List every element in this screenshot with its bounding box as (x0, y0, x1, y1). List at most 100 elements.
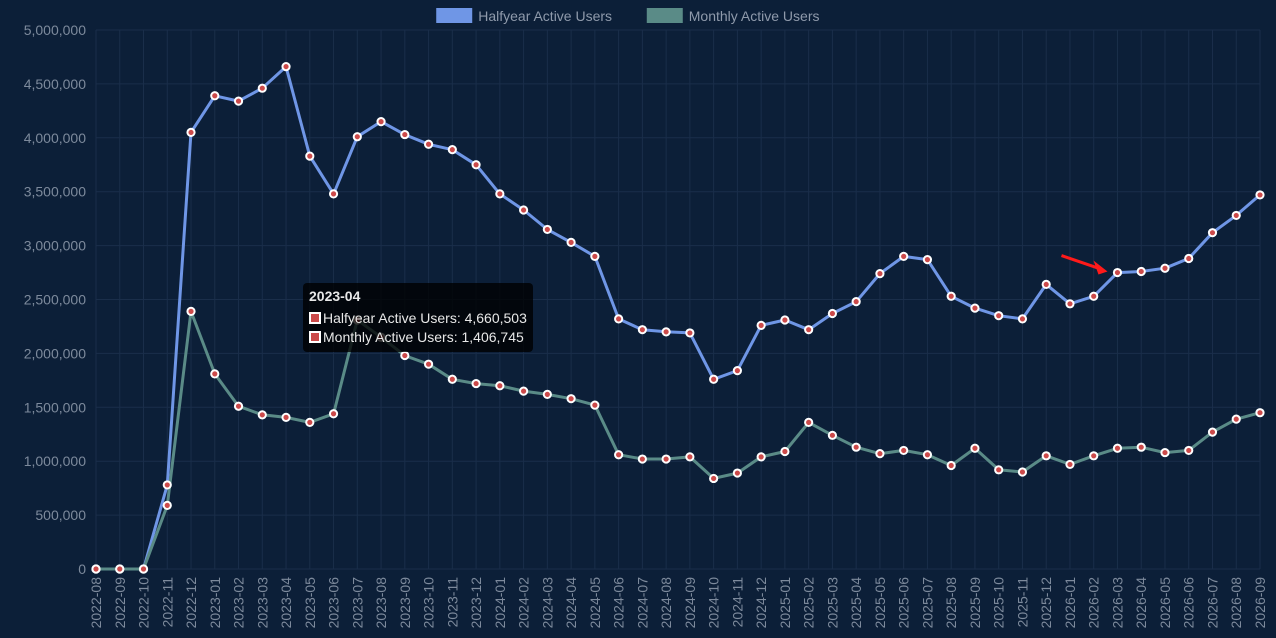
data-point[interactable] (210, 91, 220, 101)
data-point[interactable] (1255, 190, 1265, 200)
data-point[interactable] (233, 96, 244, 106)
data-point[interactable] (685, 328, 695, 338)
data-point[interactable] (566, 237, 576, 247)
data-point[interactable] (495, 189, 505, 199)
data-point[interactable] (400, 350, 410, 361)
data-point[interactable] (91, 564, 101, 574)
data-point[interactable] (637, 454, 647, 464)
data-point[interactable] (471, 378, 481, 389)
data-point[interactable] (970, 303, 980, 313)
data-point[interactable] (1160, 263, 1170, 273)
data-point[interactable] (115, 564, 125, 574)
data-point[interactable] (637, 325, 647, 335)
data-point[interactable] (709, 473, 719, 484)
data-point[interactable] (281, 61, 291, 72)
data-point[interactable] (305, 151, 315, 161)
data-point[interactable] (1065, 299, 1075, 309)
data-point[interactable] (281, 412, 291, 422)
data-point[interactable] (590, 400, 600, 410)
data-point[interactable] (899, 251, 909, 261)
data-point[interactable] (1017, 314, 1028, 324)
data-point[interactable] (210, 369, 220, 379)
data-point[interactable] (946, 291, 956, 301)
data-point[interactable] (875, 269, 885, 279)
data-point[interactable] (186, 127, 196, 138)
data-point[interactable] (614, 450, 624, 460)
data-point[interactable] (1017, 467, 1028, 477)
data-point[interactable] (1089, 451, 1099, 461)
data-point[interactable] (518, 205, 529, 215)
data-point[interactable] (1207, 228, 1218, 238)
data-point[interactable] (1184, 253, 1194, 264)
data-point[interactable] (994, 465, 1004, 475)
data-point[interactable] (922, 255, 933, 265)
data-point[interactable] (732, 468, 742, 478)
data-point[interactable] (875, 449, 885, 459)
data-point[interactable] (423, 139, 434, 149)
data-point[interactable] (1231, 414, 1241, 424)
data-point[interactable] (1112, 267, 1123, 278)
data-point[interactable] (495, 381, 505, 391)
data-point[interactable] (922, 450, 933, 460)
data-point[interactable] (1136, 442, 1146, 452)
data-point[interactable] (162, 480, 172, 490)
data-point[interactable] (756, 320, 766, 330)
data-point[interactable] (542, 389, 552, 399)
data-point[interactable] (1207, 427, 1218, 437)
data-point[interactable] (447, 145, 457, 155)
data-point[interactable] (994, 311, 1004, 321)
data-point[interactable] (138, 564, 149, 574)
data-point[interactable] (423, 359, 434, 369)
legend-swatch[interactable] (436, 8, 473, 23)
data-point[interactable] (1160, 447, 1170, 458)
data-point[interactable] (162, 500, 172, 510)
data-point[interactable] (471, 160, 481, 170)
data-point[interactable] (328, 189, 339, 199)
data-point[interactable] (542, 224, 552, 235)
data-point[interactable] (328, 409, 339, 419)
data-point[interactable] (1041, 451, 1051, 461)
data-point[interactable] (400, 129, 410, 140)
data-point[interactable] (376, 117, 386, 127)
data-point[interactable] (447, 374, 457, 384)
data-point[interactable] (1184, 445, 1194, 456)
data-point[interactable] (946, 460, 956, 471)
data-point[interactable] (804, 325, 814, 335)
data-point[interactable] (1065, 459, 1075, 470)
data-point[interactable] (1089, 291, 1099, 301)
data-point[interactable] (780, 315, 790, 325)
data-point[interactable] (1112, 443, 1123, 453)
data-point[interactable] (851, 442, 861, 452)
data-point[interactable] (590, 251, 600, 261)
data-point[interactable] (661, 454, 671, 464)
data-point[interactable] (1255, 408, 1265, 418)
data-point[interactable] (685, 452, 695, 462)
data-point[interactable] (257, 410, 267, 420)
data-point[interactable] (780, 446, 790, 457)
data-point[interactable] (851, 297, 861, 307)
data-point[interactable] (614, 314, 624, 324)
data-point[interactable] (970, 443, 980, 453)
data-point[interactable] (566, 394, 576, 404)
x-tick-label: 2026-09 (1252, 577, 1268, 629)
data-point[interactable] (352, 132, 362, 142)
legend-label[interactable]: Monthly Active Users (689, 8, 820, 24)
data-point[interactable] (899, 445, 909, 456)
data-point[interactable] (1041, 279, 1051, 290)
data-point[interactable] (1136, 266, 1146, 277)
data-point[interactable] (756, 452, 766, 462)
data-point[interactable] (732, 366, 742, 376)
data-point[interactable] (1231, 210, 1241, 221)
data-point[interactable] (518, 386, 529, 396)
data-point[interactable] (233, 401, 244, 411)
legend-swatch[interactable] (646, 8, 683, 23)
data-point[interactable] (305, 417, 315, 427)
data-point[interactable] (827, 430, 838, 440)
data-point[interactable] (827, 308, 838, 319)
data-point[interactable] (709, 374, 719, 384)
legend-label[interactable]: Halfyear Active Users (478, 8, 612, 24)
data-point[interactable] (186, 306, 196, 316)
data-point[interactable] (661, 327, 671, 337)
data-point[interactable] (257, 83, 267, 93)
data-point[interactable] (804, 417, 814, 427)
